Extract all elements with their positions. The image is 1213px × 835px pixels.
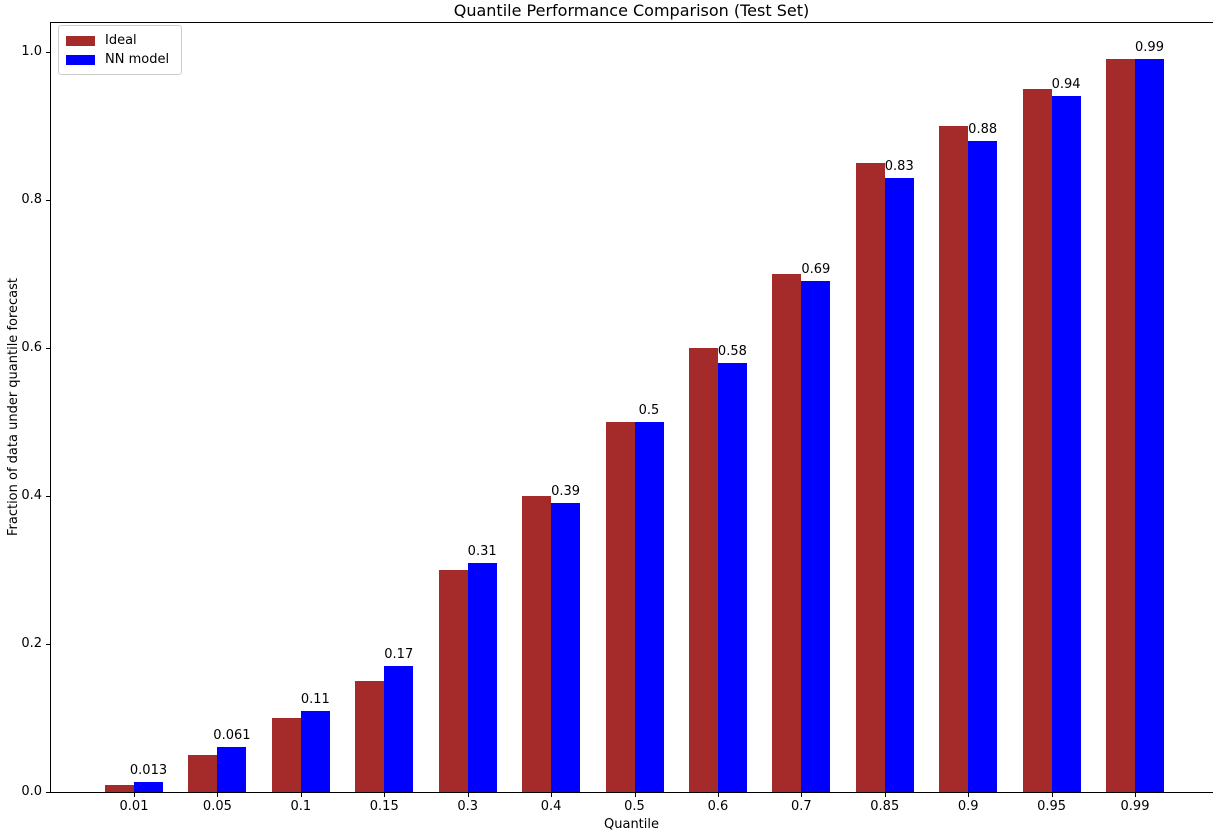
x-tick-label: 0.1 (290, 799, 312, 814)
bar-nn-model (551, 503, 581, 792)
x-tick-label: 0.05 (202, 799, 232, 814)
x-tick-mark (384, 793, 386, 797)
bar-nn-model (884, 177, 914, 792)
bar-nn-model (467, 562, 497, 792)
y-tick-mark (46, 200, 50, 201)
bar-nn-model (1051, 96, 1081, 792)
bar-ideal (939, 126, 969, 792)
y-tick-label: 0.8 (21, 192, 42, 207)
x-tick-mark (1051, 793, 1053, 797)
bar-value-label: 0.5 (638, 403, 660, 418)
bar-nn-model (801, 281, 831, 792)
bar-ideal (1106, 59, 1135, 792)
legend: Ideal NN model (58, 25, 183, 75)
bar-value-label: 0.99 (1135, 40, 1164, 56)
chart-title: Quantile Performance Comparison (Test Se… (453, 1, 810, 20)
bar-nn-model (634, 422, 664, 792)
legend-swatch (66, 54, 95, 65)
bar-nn-model (968, 140, 998, 792)
x-tick-mark (467, 793, 469, 797)
legend-swatch (66, 35, 95, 46)
y-tick-mark (46, 52, 50, 53)
x-tick-mark (634, 793, 636, 797)
x-tick-mark (551, 793, 553, 797)
bar-ideal (688, 348, 718, 792)
bar-ideal (772, 274, 802, 792)
x-axis-line (50, 792, 1213, 793)
bar-value-label: 0.31 (467, 543, 497, 559)
x-tick-mark (300, 793, 302, 797)
bar-nn-model (134, 782, 163, 792)
top-spine (50, 22, 1213, 23)
x-tick-label: 0.9 (957, 799, 979, 814)
bar-nn-model (717, 362, 747, 792)
legend-item: NN model (66, 51, 169, 68)
x-tick-label: 0.4 (540, 799, 562, 814)
x-tick-label: 0.99 (1120, 799, 1150, 814)
x-tick-mark (217, 793, 219, 797)
x-tick-label: 0.3 (457, 799, 478, 814)
legend-item: Ideal (66, 32, 169, 49)
bar-value-label: 0.17 (384, 647, 414, 663)
bar-ideal (522, 496, 552, 792)
x-tick-mark (1135, 793, 1136, 797)
x-axis-label: Quantile (604, 817, 659, 832)
y-tick-mark (46, 348, 50, 349)
bar-ideal (105, 784, 134, 792)
x-tick-label: 0.6 (707, 799, 729, 814)
bar-value-label: 0.061 (213, 727, 251, 743)
bar-value-label: 0.69 (801, 262, 831, 278)
bar-nn-model (217, 746, 247, 792)
x-tick-label: 0.15 (369, 799, 399, 814)
x-tick-mark (801, 793, 803, 797)
bar-ideal (355, 681, 385, 792)
x-tick-mark (717, 793, 719, 797)
legend-item-label: Ideal (105, 33, 137, 48)
bar-value-label: 0.83 (884, 158, 914, 174)
bar-value-label: 0.11 (300, 691, 330, 707)
bar-nn-model (384, 666, 414, 792)
x-tick-mark (134, 793, 135, 797)
bar-ideal (855, 163, 885, 792)
bar-value-label: 0.58 (717, 343, 747, 359)
x-tick-label: 0.7 (790, 799, 812, 814)
legend-item-label: NN model (105, 52, 170, 67)
y-axis-line (50, 22, 51, 792)
bar-value-label: 0.013 (129, 763, 168, 779)
bar-ideal (605, 422, 635, 792)
bar-nn-model (300, 710, 330, 792)
y-tick-mark (46, 644, 50, 645)
bar-ideal (271, 718, 301, 792)
x-tick-label: 0.01 (119, 799, 149, 814)
y-tick-label: 0.0 (21, 784, 42, 799)
y-tick-label: 0.4 (21, 488, 42, 503)
bar-nn-model (1135, 59, 1164, 792)
y-tick-mark (46, 496, 50, 497)
bar-value-label: 0.88 (968, 121, 998, 137)
bar-value-label: 0.39 (551, 484, 581, 500)
x-tick-label: 0.85 (870, 799, 900, 814)
bar-ideal (1022, 89, 1052, 792)
bar-ideal (438, 570, 468, 792)
x-tick-mark (968, 793, 970, 797)
y-tick-label: 1.0 (21, 44, 42, 59)
y-tick-label: 0.6 (21, 340, 42, 355)
x-tick-mark (884, 793, 886, 797)
x-tick-label: 0.95 (1037, 799, 1067, 814)
x-tick-label: 0.5 (624, 799, 645, 814)
y-tick-label: 0.2 (21, 636, 42, 651)
bar-ideal (188, 755, 218, 792)
bar-value-label: 0.94 (1051, 77, 1081, 93)
y-tick-mark (46, 792, 50, 793)
